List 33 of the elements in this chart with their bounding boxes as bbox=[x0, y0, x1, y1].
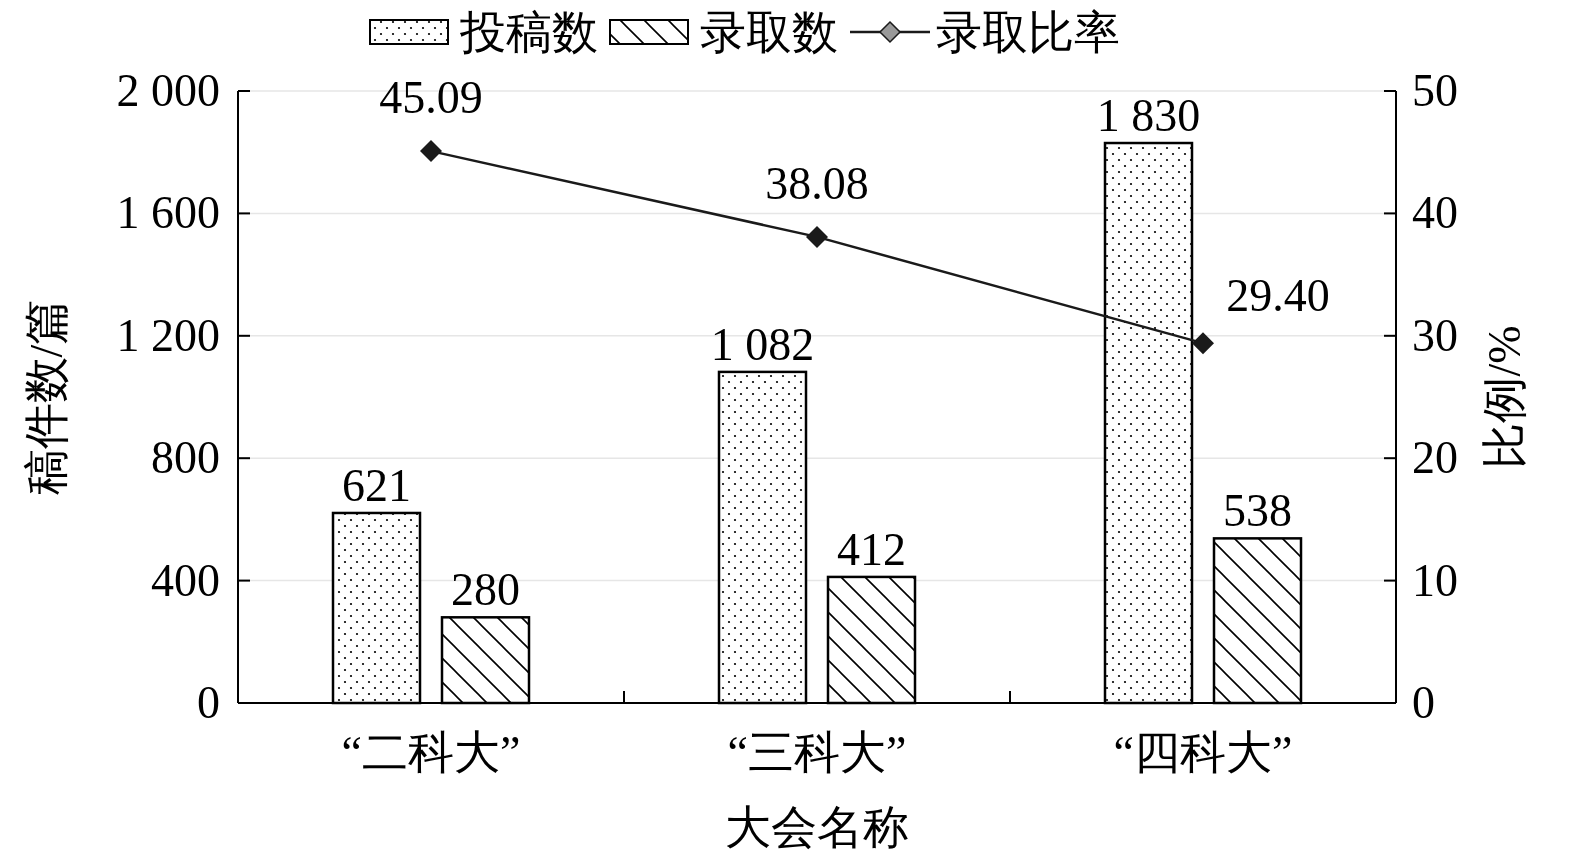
x-axis-title: 大会名称 bbox=[725, 802, 909, 853]
data-label: 280 bbox=[451, 564, 520, 616]
legend-label: 投稿数 bbox=[459, 7, 598, 58]
legend-label: 录取数 bbox=[700, 7, 838, 58]
y2-tick-label: 20 bbox=[1412, 432, 1458, 484]
legend-label: 录取比率 bbox=[936, 7, 1120, 58]
y2-tick-label: 30 bbox=[1412, 309, 1458, 361]
y-tick-label: 800 bbox=[151, 432, 220, 484]
data-label: 621 bbox=[342, 459, 411, 511]
y2-tick-label: 50 bbox=[1412, 65, 1458, 116]
data-label: 1 082 bbox=[710, 318, 815, 370]
data-label: 538 bbox=[1223, 485, 1292, 537]
y2-axis-title: 比例/% bbox=[1479, 325, 1530, 469]
x-tick-label: “三科大” bbox=[727, 727, 907, 778]
y-tick-label: 400 bbox=[151, 554, 220, 606]
point bbox=[1192, 332, 1214, 355]
data-label: 29.40 bbox=[1226, 270, 1330, 322]
point bbox=[420, 140, 442, 163]
x-tick-label: “四科大” bbox=[1113, 727, 1293, 778]
y-tick-label: 1 600 bbox=[116, 187, 220, 239]
y-tick-label: 1 200 bbox=[116, 309, 220, 361]
data-label: 412 bbox=[837, 523, 906, 575]
data-label: 1 830 bbox=[1096, 90, 1201, 142]
point bbox=[806, 225, 828, 248]
y2-tick-label: 10 bbox=[1412, 554, 1458, 606]
x-tick-label: “二科大” bbox=[341, 727, 521, 778]
y-axis-title: 稿件数/篇 bbox=[21, 298, 72, 496]
y-tick-label: 2 000 bbox=[116, 65, 220, 116]
y2-tick-label: 40 bbox=[1412, 187, 1458, 239]
y2-tick-label: 0 bbox=[1412, 677, 1435, 728]
data-label: 38.08 bbox=[765, 157, 869, 209]
y-tick-label: 0 bbox=[197, 677, 220, 728]
data-label: 45.09 bbox=[379, 72, 483, 124]
